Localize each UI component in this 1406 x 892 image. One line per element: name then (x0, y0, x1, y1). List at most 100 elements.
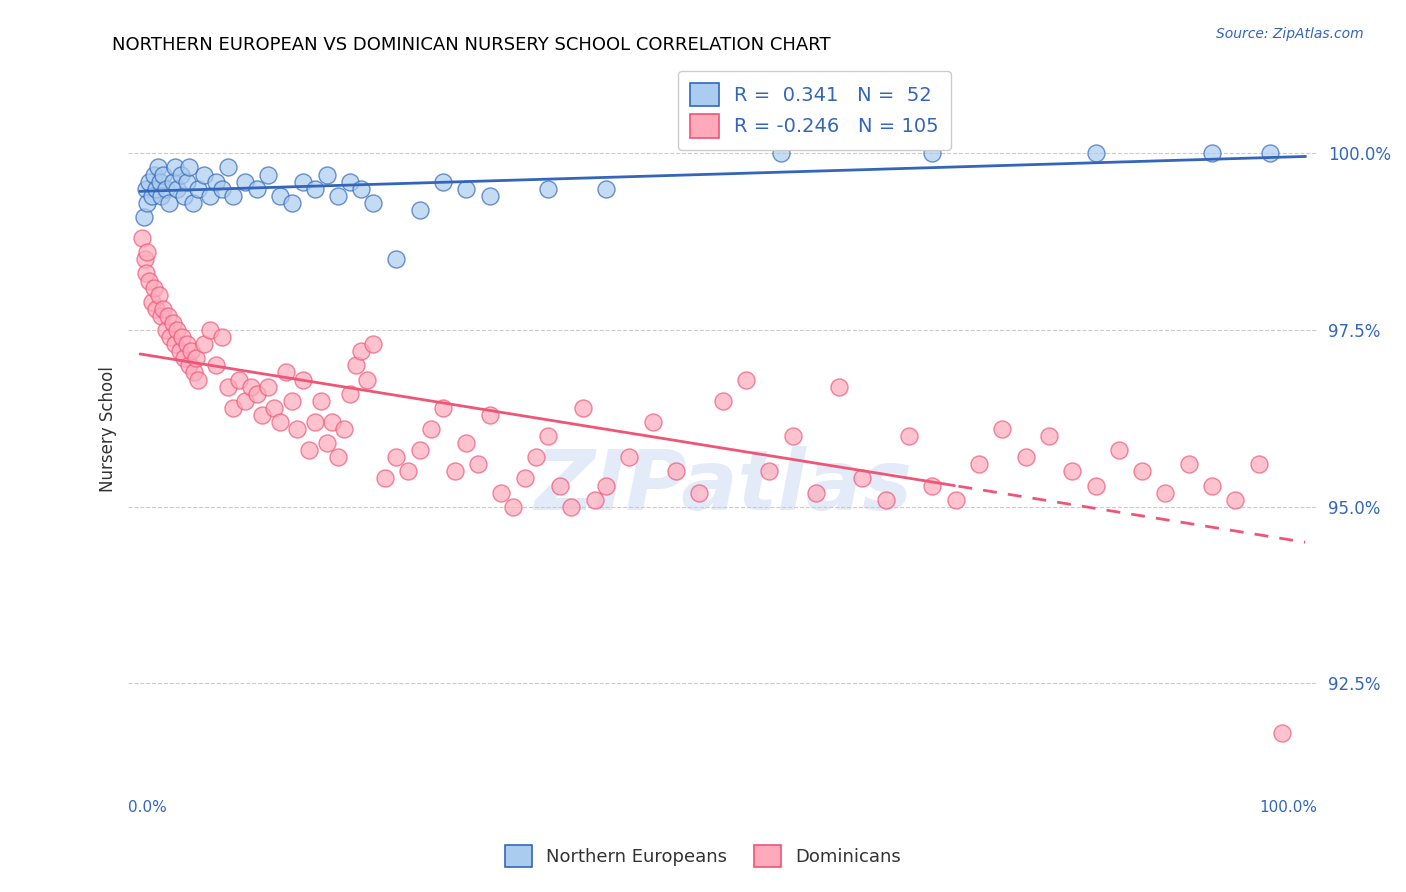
Legend: R =  0.341   N =  52, R = -0.246   N = 105: R = 0.341 N = 52, R = -0.246 N = 105 (678, 71, 950, 150)
Point (187, 182, 209, 196)
Point (572, 401, 595, 415)
Point (304, 182, 326, 196)
Point (211, 330, 233, 344)
Point (269, 188, 291, 202)
Point (155, 323, 177, 337)
Point (169, 344, 191, 359)
Point (945, 492, 967, 507)
Point (205, 175, 228, 189)
Point (146, 161, 169, 175)
Point (1154, 485, 1177, 500)
Point (269, 415, 291, 429)
Point (193, 337, 215, 351)
Point (149, 175, 172, 189)
Point (148, 287, 170, 301)
Point (456, 436, 478, 450)
Point (193, 168, 215, 182)
Point (217, 379, 239, 393)
Point (145, 182, 167, 196)
Point (1108, 443, 1130, 458)
Point (339, 386, 361, 401)
Point (239, 379, 262, 393)
Point (898, 429, 921, 443)
Point (321, 415, 343, 429)
Point (135, 182, 157, 196)
Point (292, 175, 315, 189)
Point (211, 182, 233, 196)
Point (1201, 478, 1223, 492)
Point (157, 309, 180, 323)
Point (595, 478, 617, 492)
Point (138, 175, 160, 189)
Point (143, 168, 166, 182)
Point (184, 351, 207, 366)
Point (287, 422, 309, 436)
Point (233, 393, 256, 408)
Point (409, 443, 432, 458)
Point (141, 294, 163, 309)
Point (583, 492, 606, 507)
Point (548, 478, 571, 492)
Point (374, 471, 396, 485)
Point (252, 408, 274, 422)
Point (804, 485, 827, 500)
Point (478, 188, 501, 202)
Point (1014, 450, 1036, 465)
Point (170, 330, 193, 344)
Point (478, 408, 501, 422)
Text: 100.0%: 100.0% (1258, 800, 1317, 815)
Point (155, 182, 177, 196)
Point (183, 366, 205, 380)
Point (131, 231, 153, 245)
Point (132, 210, 155, 224)
Point (1258, 146, 1281, 161)
Legend: Northern Europeans, Dominicans: Northern Europeans, Dominicans (498, 838, 908, 874)
Point (304, 415, 326, 429)
Text: NORTHERN EUROPEAN VS DOMINICAN NURSERY SCHOOL CORRELATION CHART: NORTHERN EUROPEAN VS DOMINICAN NURSERY S… (112, 36, 831, 54)
Point (228, 372, 250, 386)
Point (361, 195, 384, 210)
Point (222, 188, 245, 202)
Point (298, 443, 321, 458)
Point (170, 168, 193, 182)
Point (1084, 478, 1107, 492)
Point (328, 450, 350, 465)
Point (758, 464, 780, 478)
Point (502, 500, 524, 514)
Point (1130, 464, 1153, 478)
Point (173, 188, 195, 202)
Point (309, 393, 332, 408)
Point (851, 471, 873, 485)
Text: Source: ZipAtlas.com: Source: ZipAtlas.com (1216, 27, 1364, 41)
Point (443, 464, 465, 478)
Point (350, 182, 373, 196)
Point (152, 301, 174, 316)
Point (595, 182, 617, 196)
Point (162, 175, 184, 189)
Point (344, 359, 367, 373)
Point (157, 195, 180, 210)
Point (537, 182, 560, 196)
Point (1084, 146, 1107, 161)
Point (1038, 429, 1060, 443)
Point (333, 422, 356, 436)
Point (257, 168, 280, 182)
Point (560, 500, 582, 514)
Point (257, 379, 280, 393)
Point (513, 471, 536, 485)
Point (198, 188, 221, 202)
Point (467, 458, 489, 472)
Point (205, 359, 228, 373)
Point (339, 175, 361, 189)
Point (711, 393, 734, 408)
Point (165, 337, 187, 351)
Point (409, 202, 432, 217)
Point (1201, 146, 1223, 161)
Point (396, 464, 419, 478)
Point (688, 485, 710, 500)
Point (350, 344, 373, 359)
Point (280, 393, 302, 408)
Point (180, 344, 202, 359)
Point (176, 175, 198, 189)
Point (619, 450, 641, 465)
